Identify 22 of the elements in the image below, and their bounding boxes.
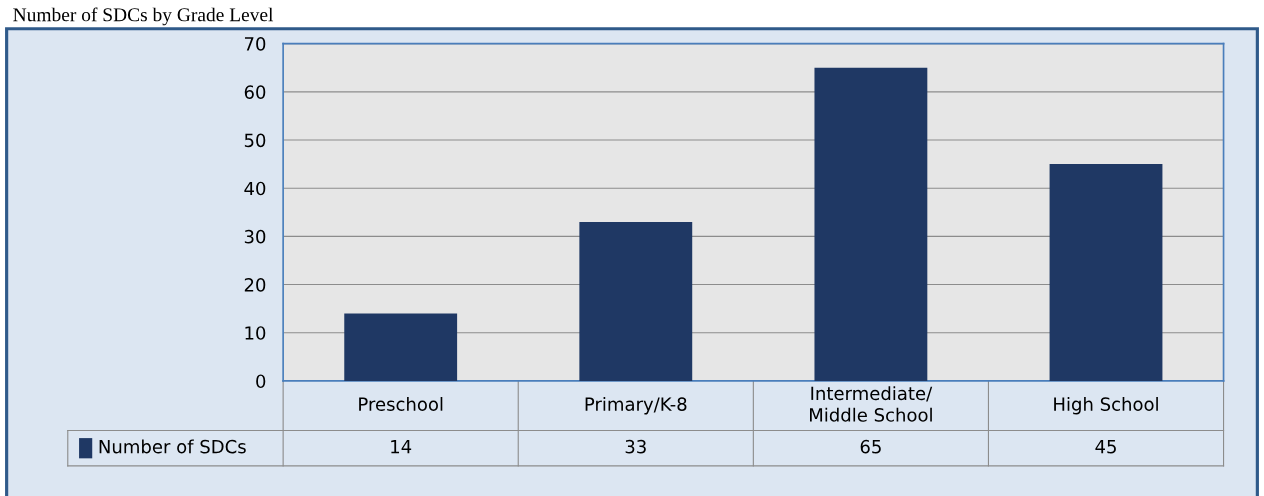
- y-tick-label: 50: [244, 133, 266, 148]
- y-tick-label: 20: [244, 278, 266, 292]
- x-tick-label: Primary/K-8: [585, 396, 687, 415]
- x-tick-label: Intermediate/ Middle School: [810, 386, 933, 422]
- bar: [1049, 164, 1163, 381]
- y-tick-label: 70: [244, 37, 266, 51]
- bar: [814, 67, 928, 381]
- data-label: 33: [625, 439, 646, 454]
- x-tick-label: High School: [1054, 396, 1158, 415]
- data-label: 14: [391, 440, 412, 454]
- x-tick-label: Preschool: [359, 396, 443, 411]
- data-label: 65: [860, 439, 881, 454]
- y-tick-label: 60: [244, 85, 266, 99]
- y-tick-label: 30: [244, 229, 266, 244]
- chart-title: Number of SDCs by Grade Level: [13, 7, 274, 26]
- data-label: 45: [1095, 440, 1116, 454]
- y-tick-label: 10: [245, 326, 266, 340]
- y-tick-label: 40: [244, 181, 266, 196]
- bar: [344, 313, 458, 381]
- legend-label: Number of SDCs: [99, 439, 246, 454]
- bar: [579, 221, 693, 381]
- y-tick-label: 0: [256, 374, 266, 389]
